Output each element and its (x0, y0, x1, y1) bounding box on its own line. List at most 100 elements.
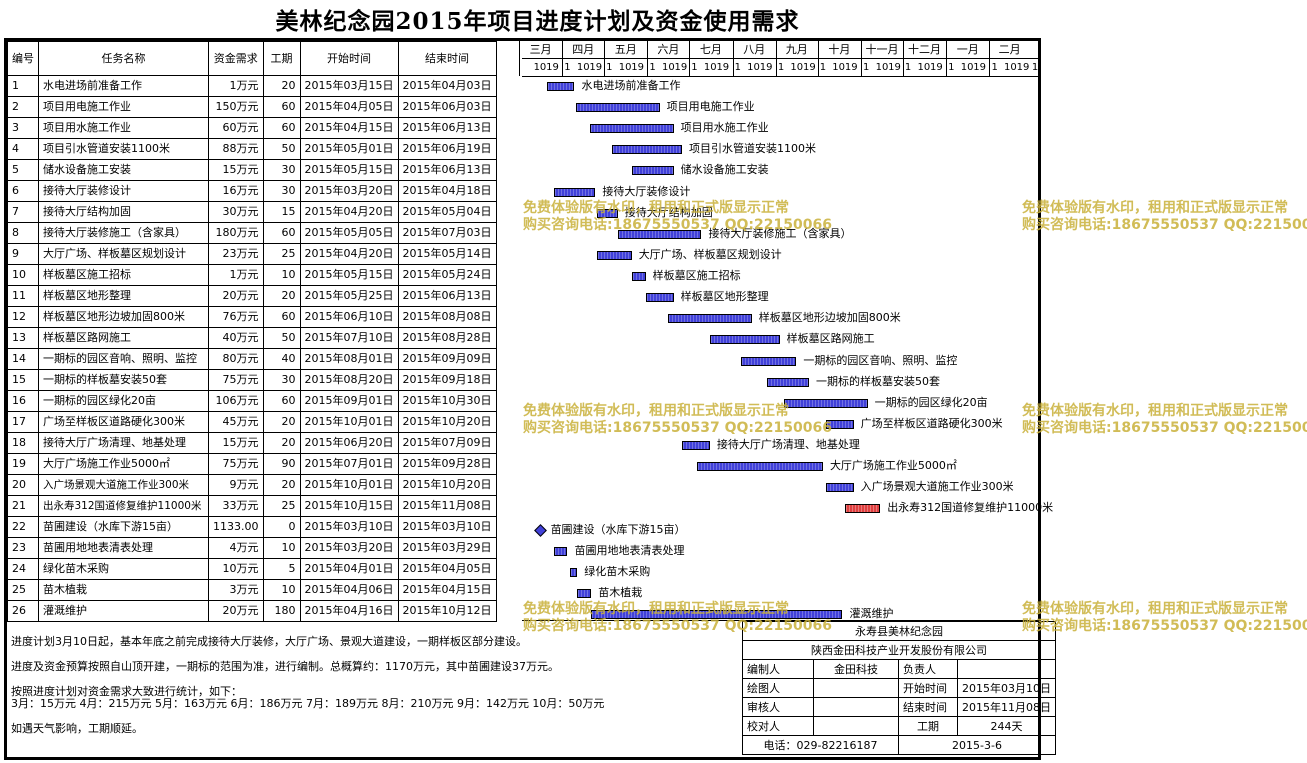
task-start[interactable]: 2015年04月05日 (299, 96, 399, 118)
task-id[interactable]: 19 (7, 453, 39, 475)
gantt-bar[interactable] (740, 356, 797, 366)
task-fund[interactable]: 3万元 (208, 579, 264, 601)
task-name[interactable]: 储水设备施工安装 (38, 159, 209, 181)
table-row[interactable]: 6 接待大厅装修设计 16万元 30 2015年03月20日 2015年04月18日 (7, 180, 497, 202)
task-start[interactable]: 2015年04月06日 (299, 579, 399, 601)
task-start[interactable]: 2015年05月25日 (299, 285, 399, 307)
task-end[interactable]: 2015年11月08日 (397, 495, 497, 517)
task-duration[interactable]: 50 (262, 138, 301, 160)
table-row[interactable]: 3 项目用水施工作业 60万元 60 2015年04月15日 2015年06月13日 (7, 117, 497, 139)
task-fund[interactable]: 15万元 (208, 432, 264, 454)
col-header-start[interactable]: 开始时间 (299, 41, 399, 76)
task-duration[interactable]: 10 (262, 264, 301, 286)
task-name[interactable]: 一期标的园区绿化20亩 (38, 390, 209, 412)
task-fund[interactable]: 9万元 (208, 474, 264, 496)
task-id[interactable]: 17 (7, 411, 39, 433)
task-end[interactable]: 2015年10月12日 (397, 600, 497, 622)
task-duration[interactable]: 20 (262, 75, 301, 97)
task-end[interactable]: 2015年04月15日 (397, 579, 497, 601)
task-id[interactable]: 2 (7, 96, 39, 118)
table-row[interactable]: 20 入广场景观大道施工作业300米 9万元 20 2015年10月01日 2015年10… (7, 474, 497, 496)
task-duration[interactable]: 20 (262, 432, 301, 454)
col-header-end[interactable]: 结束时间 (397, 41, 497, 76)
task-duration[interactable]: 20 (262, 474, 301, 496)
table-row[interactable]: 26 灌溉维护 20万元 180 2015年04月16日 2015年10月12日 (7, 600, 497, 622)
task-end[interactable]: 2015年09月09日 (397, 348, 497, 370)
task-end[interactable]: 2015年05月14日 (397, 243, 497, 265)
task-end[interactable]: 2015年05月04日 (397, 201, 497, 223)
duration-value[interactable]: 244天 (956, 716, 1057, 736)
task-id[interactable]: 13 (7, 327, 39, 349)
task-fund[interactable]: 1133.00 (208, 516, 264, 538)
table-row[interactable]: 23 苗圃用地地表清表处理 4万元 10 2015年03月20日 2015年03月29日 (7, 537, 497, 559)
gantt-bar[interactable] (575, 103, 660, 113)
table-row[interactable]: 7 接待大厅结构加固 30万元 15 2015年04月20日 2015年05月04日 (7, 201, 497, 223)
prepared-value[interactable]: 金田科技 (813, 659, 899, 679)
task-end[interactable]: 2015年06月13日 (397, 117, 497, 139)
task-fund[interactable]: 60万元 (208, 117, 264, 139)
col-header-duration[interactable]: 工期 (262, 41, 301, 76)
task-id[interactable]: 15 (7, 369, 39, 391)
table-row[interactable]: 25 苗木植栽 3万元 10 2015年04月06日 2015年04月15日 (7, 579, 497, 601)
task-end[interactable]: 2015年06月19日 (397, 138, 497, 160)
task-duration[interactable]: 25 (262, 495, 301, 517)
task-start[interactable]: 2015年10月01日 (299, 411, 399, 433)
col-header-id[interactable]: 编号 (7, 41, 39, 76)
task-start[interactable]: 2015年03月20日 (299, 537, 399, 559)
task-duration[interactable]: 90 (262, 453, 301, 475)
task-name[interactable]: 广场至样板区道路硬化300米 (38, 411, 209, 433)
task-name[interactable]: 水电进场前准备工作 (38, 75, 209, 97)
task-duration[interactable]: 25 (262, 243, 301, 265)
task-name[interactable]: 样板墓区地形整理 (38, 285, 209, 307)
task-end[interactable]: 2015年04月03日 (397, 75, 497, 97)
task-id[interactable]: 4 (7, 138, 39, 160)
task-fund[interactable]: 76万元 (208, 306, 264, 328)
task-name[interactable]: 接待大厅装修设计 (38, 180, 209, 202)
task-start[interactable]: 2015年07月10日 (299, 327, 399, 349)
gantt-bar[interactable] (681, 441, 710, 451)
task-id[interactable]: 5 (7, 159, 39, 181)
task-end[interactable]: 2015年09月28日 (397, 453, 497, 475)
task-fund[interactable]: 45万元 (208, 411, 264, 433)
task-end[interactable]: 2015年05月24日 (397, 264, 497, 286)
table-row[interactable]: 10 样板墓区施工招标 1万元 10 2015年05月15日 2015年05月24日 (7, 264, 497, 286)
gantt-bar[interactable] (577, 588, 592, 598)
task-fund[interactable]: 106万元 (208, 390, 264, 412)
gantt-bar[interactable] (589, 124, 674, 134)
task-name[interactable]: 大厅广场施工作业5000㎡ (38, 453, 209, 475)
table-row[interactable]: 14 一期标的园区音响、照明、监控 80万元 40 2015年08月01日 2015年09… (7, 348, 497, 370)
gantt-bar[interactable] (631, 272, 646, 282)
task-duration[interactable]: 50 (262, 327, 301, 349)
table-row[interactable]: 19 大厅广场施工作业5000㎡ 75万元 90 2015年07月01日 2015年09月… (7, 453, 497, 475)
task-name[interactable]: 一期标的园区音响、照明、监控 (38, 348, 209, 370)
table-row[interactable]: 17 广场至样板区道路硬化300米 45万元 20 2015年10月01日 2015年10… (7, 411, 497, 433)
task-name[interactable]: 接待大厅广场清理、地基处理 (38, 432, 209, 454)
task-fund[interactable]: 20万元 (208, 285, 264, 307)
task-fund[interactable]: 75万元 (208, 453, 264, 475)
task-fund[interactable]: 30万元 (208, 201, 264, 223)
task-end[interactable]: 2015年10月20日 (397, 474, 497, 496)
gantt-bar[interactable] (631, 166, 674, 176)
gantt-bar[interactable] (617, 229, 702, 239)
table-row[interactable]: 15 一期标的样板墓安装50套 75万元 30 2015年08月20日 2015年09月1… (7, 369, 497, 391)
task-id[interactable]: 12 (7, 306, 39, 328)
task-name[interactable]: 样板墓区施工招标 (38, 264, 209, 286)
task-fund[interactable]: 10万元 (208, 558, 264, 580)
task-start[interactable]: 2015年09月01日 (299, 390, 399, 412)
col-header-name[interactable]: 任务名称 (38, 41, 209, 76)
table-row[interactable]: 8 接待大厅装修施工（含家具） 180万元 60 2015年05月05日 2015年07月… (7, 222, 497, 244)
task-fund[interactable]: 75万元 (208, 369, 264, 391)
task-id[interactable]: 24 (7, 558, 39, 580)
gantt-bar[interactable] (845, 504, 881, 514)
task-end[interactable]: 2015年03月10日 (397, 516, 497, 538)
table-row[interactable]: 13 样板墓区路网施工 40万元 50 2015年07月10日 2015年08月28日 (7, 327, 497, 349)
task-id[interactable]: 9 (7, 243, 39, 265)
check-value[interactable] (813, 716, 899, 736)
task-duration[interactable]: 60 (262, 306, 301, 328)
task-fund[interactable]: 20万元 (208, 600, 264, 622)
task-duration[interactable]: 20 (262, 411, 301, 433)
task-end[interactable]: 2015年08月08日 (397, 306, 497, 328)
task-fund[interactable]: 1万元 (208, 264, 264, 286)
task-name[interactable]: 样板墓区路网施工 (38, 327, 209, 349)
task-id[interactable]: 25 (7, 579, 39, 601)
